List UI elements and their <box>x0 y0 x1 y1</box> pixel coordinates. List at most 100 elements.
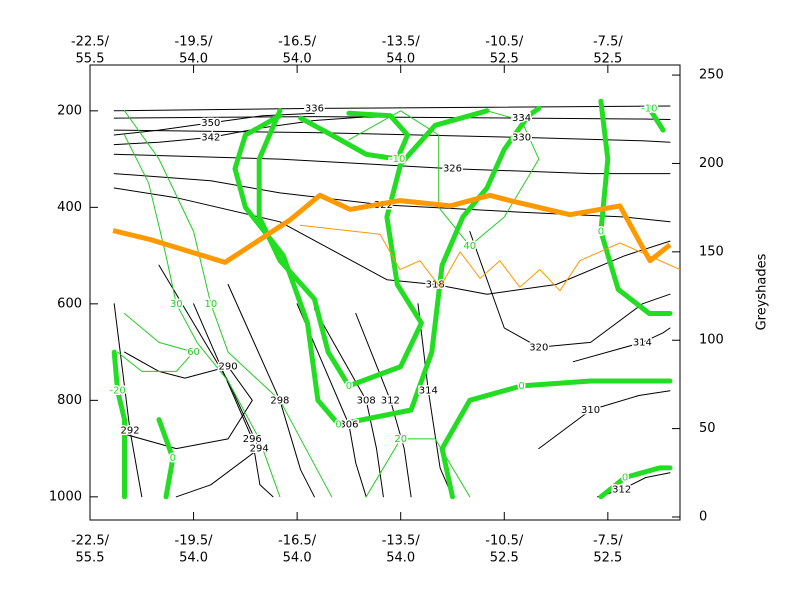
contour-line <box>158 264 260 498</box>
x-tick-sublabel: 52.5 <box>490 52 519 67</box>
contour-label: 30 <box>170 299 183 310</box>
contour-label: 294 <box>250 444 269 455</box>
x-tick-sublabel: 52.5 <box>490 551 519 566</box>
x-tick-sublabel: 52.5 <box>593 551 622 566</box>
y-tick-label: 600 <box>57 296 82 311</box>
plot-frame <box>89 64 681 521</box>
contour-label: 0 <box>335 419 341 430</box>
contour-line <box>113 129 671 143</box>
contour-label: 0 <box>622 473 628 484</box>
plot-area: 3363343303503423263223183203143143103123… <box>108 98 680 500</box>
x-tick-sublabel: 54.0 <box>179 551 208 566</box>
y2-tick-label: 50 <box>699 421 716 436</box>
contour-label: 0 <box>170 453 176 464</box>
contour-label: 312 <box>612 485 631 496</box>
contour-label: 342 <box>201 132 220 143</box>
contour-line <box>256 108 490 389</box>
contour-label: 326 <box>443 164 462 175</box>
contour-label: 318 <box>426 280 445 291</box>
x-tick-sublabel: 54.0 <box>283 52 312 67</box>
x-tick-label: -19.5/ <box>175 35 214 50</box>
contour-label: 336 <box>305 103 324 114</box>
contour-line <box>227 284 315 498</box>
contour-label: 20 <box>394 434 407 445</box>
contour-line <box>113 303 143 498</box>
contour-line <box>417 303 453 498</box>
x-tick-label: -22.5/ <box>71 35 110 50</box>
contour-line <box>111 349 127 500</box>
contour-label: 330 <box>512 132 531 143</box>
contour-line <box>113 105 671 112</box>
contour-line <box>113 153 671 175</box>
y-tick-label: 200 <box>57 103 82 118</box>
contour-label: 350 <box>201 118 220 129</box>
x-tick-sublabel: 54.0 <box>386 52 415 67</box>
contour-line <box>124 110 333 498</box>
contour-label: -20 <box>109 386 125 397</box>
x-tick-label: -7.5/ <box>593 35 623 50</box>
contour-line <box>365 438 471 498</box>
y-tick-label: 1000 <box>49 489 82 504</box>
contour-label: 60 <box>187 347 200 358</box>
x-tick-label: -22.5/ <box>71 534 110 549</box>
contour-line <box>538 390 671 450</box>
contour-label: 334 <box>512 113 531 124</box>
x-tick-sublabel: 54.0 <box>179 52 208 67</box>
y2-axis-title: Greyshades <box>755 253 770 330</box>
contour-line <box>296 303 367 498</box>
contour-label: 314 <box>419 386 438 397</box>
contour-line <box>348 110 540 247</box>
contour-line <box>646 105 666 133</box>
contour-label: 292 <box>120 425 139 436</box>
contour-line <box>124 351 253 450</box>
contour-label: 0 <box>518 381 524 392</box>
x-tick-label: -13.5/ <box>382 35 421 50</box>
x-tick-sublabel: 54.0 <box>283 551 312 566</box>
x-tick-label: -7.5/ <box>593 534 623 549</box>
contour-label: 306 <box>339 419 358 430</box>
contour-line <box>193 303 274 498</box>
contour-line <box>124 134 281 498</box>
x-tick-label: -10.5/ <box>485 534 524 549</box>
contour-label: -10 <box>641 103 657 114</box>
x-tick-sublabel: 55.5 <box>76 52 105 67</box>
contour-label: 320 <box>529 342 548 353</box>
y2-tick-label: 250 <box>699 68 724 83</box>
x-tick-sublabel: 52.5 <box>593 52 622 67</box>
x-tick-label: -19.5/ <box>175 534 214 549</box>
x-tick-label: -16.5/ <box>278 35 317 50</box>
contour-label: 10 <box>204 299 217 310</box>
contour-line <box>113 187 671 295</box>
contour-line <box>598 465 673 500</box>
contour-line <box>156 417 176 500</box>
x-tick-label: -16.5/ <box>278 534 317 549</box>
contour-line <box>313 308 384 498</box>
y-tick-label: 800 <box>57 393 82 408</box>
x-tick-sublabel: 55.5 <box>76 551 105 566</box>
contour-line <box>439 378 673 500</box>
contour-label: 0 <box>346 381 352 392</box>
series-line <box>299 224 680 292</box>
x-tick-sublabel: 54.0 <box>386 551 415 566</box>
contour-line <box>469 231 671 348</box>
contour-line <box>232 105 542 427</box>
contour-line <box>355 313 412 498</box>
contour-label: 310 <box>581 405 600 416</box>
contour-line <box>298 110 411 162</box>
contour-line <box>113 173 671 223</box>
series-line <box>112 192 672 265</box>
contour-label: -10 <box>389 154 405 165</box>
contour-line <box>117 313 195 372</box>
y2-tick-label: 150 <box>699 244 724 259</box>
contour-label: 314 <box>633 337 652 348</box>
y2-tick-label: 200 <box>699 156 724 171</box>
contour-label: 312 <box>381 395 400 406</box>
contour-label: 290 <box>219 362 238 373</box>
contour-label: 0 <box>598 226 604 237</box>
contour-line <box>572 327 671 363</box>
contour-label: 298 <box>270 395 289 406</box>
contour-line <box>597 472 671 498</box>
x-tick-label: -10.5/ <box>485 35 524 50</box>
contour-line <box>113 115 384 146</box>
